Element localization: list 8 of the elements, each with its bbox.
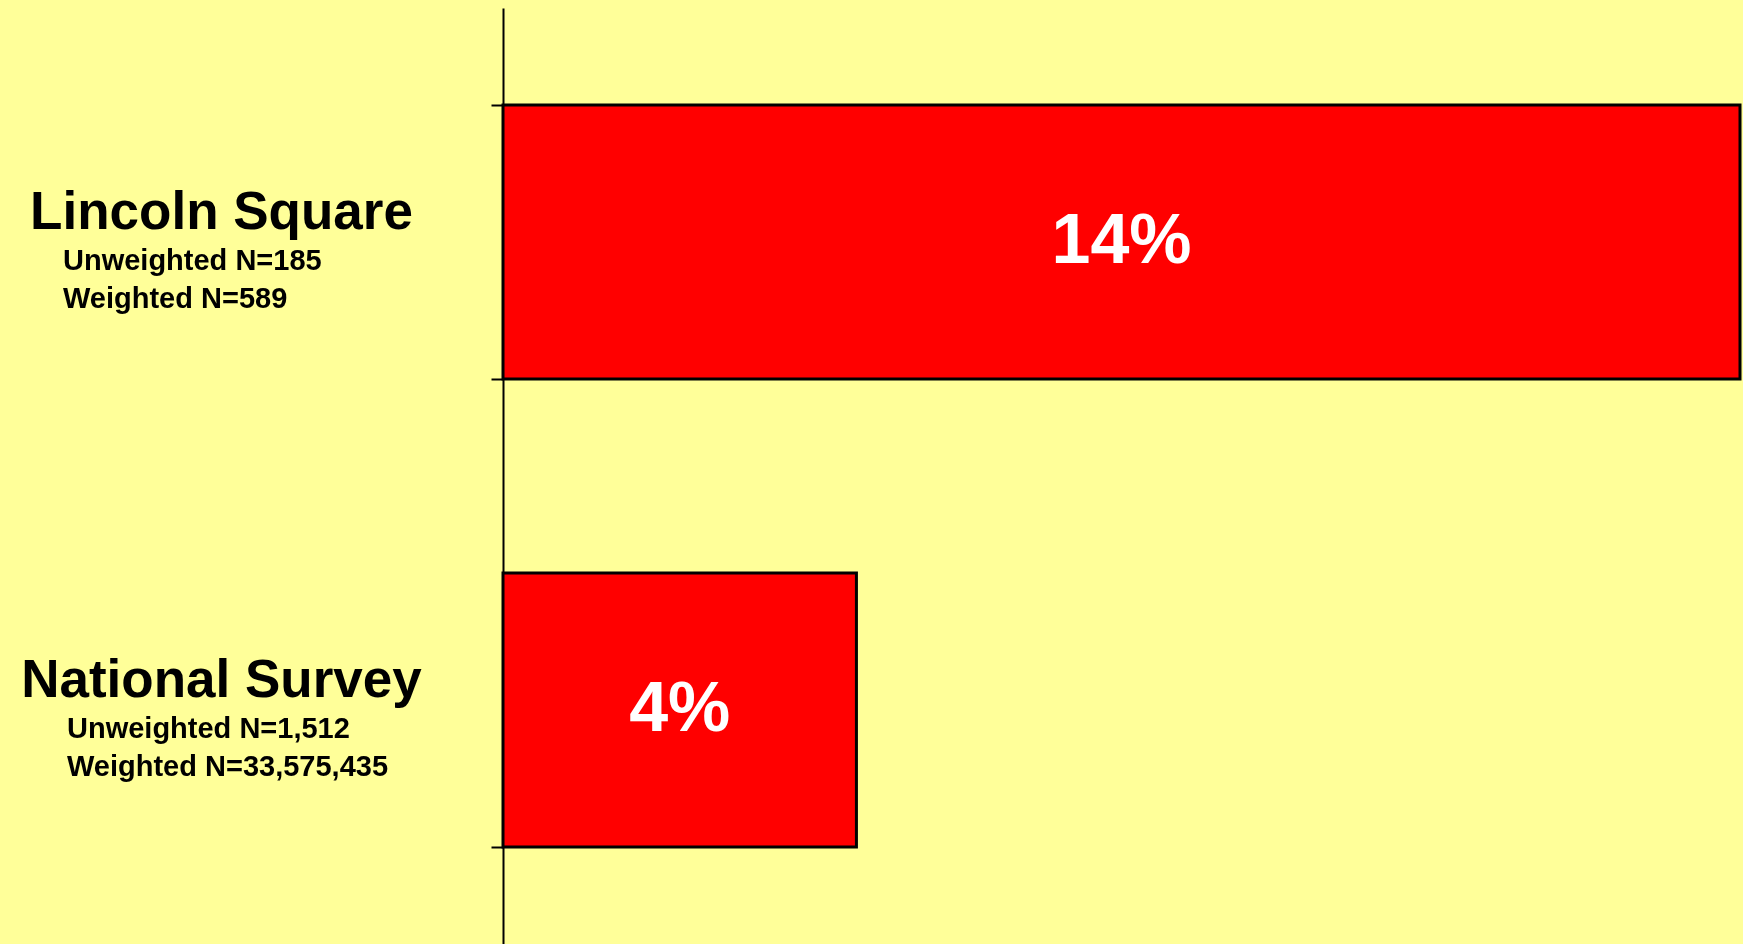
text: Unweighted N=185 xyxy=(63,244,322,276)
data-label: 4% xyxy=(629,668,731,746)
text: Unweighted N=1,512 xyxy=(67,712,350,744)
y-tick-label: Lincoln Square xyxy=(30,180,413,240)
y-tick-label: National Survey xyxy=(21,648,423,708)
data-label: 14% xyxy=(1051,200,1192,278)
text: Weighted N=33,575,435 xyxy=(67,750,389,782)
text: Weighted N=589 xyxy=(63,282,288,314)
